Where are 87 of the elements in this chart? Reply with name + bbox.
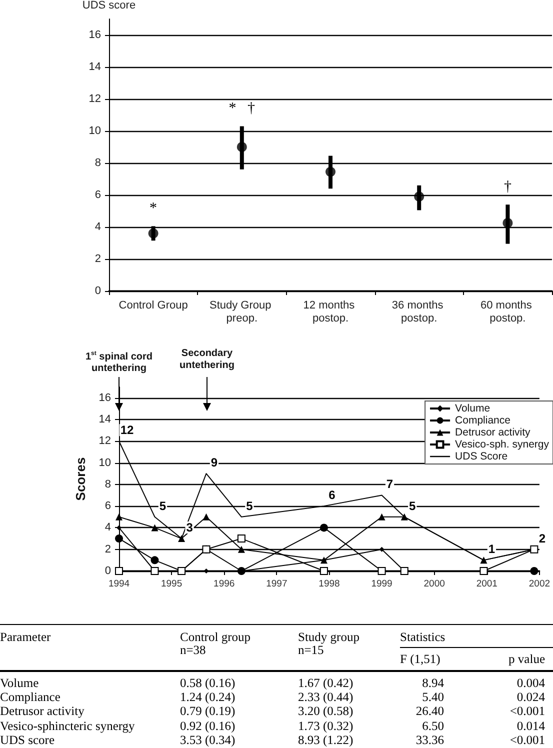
y-tick-label: 8 <box>94 157 101 169</box>
legend-label: Detrusor activity <box>455 426 532 438</box>
y-tick-label: 14 <box>98 413 111 426</box>
text: Parameter <box>0 630 51 644</box>
legend-label: Compliance <box>455 414 511 426</box>
text: 5.40 <box>422 690 444 704</box>
data-label: 2 <box>538 531 546 546</box>
y-tick-label: 8 <box>104 478 111 490</box>
x-tick-label: 1999 <box>371 578 392 590</box>
text: Secondary untethering <box>178 348 236 372</box>
annotation: * <box>150 200 158 217</box>
data-label: 12 <box>120 423 134 438</box>
y-tick-label: 2 <box>104 543 111 556</box>
text: 6.50 <box>422 718 444 733</box>
x-tick-label: 1996 <box>214 578 235 590</box>
data-label: 6 <box>328 488 336 502</box>
annotation: † <box>504 179 512 196</box>
text: 8.93 (1.22) <box>298 732 354 747</box>
text: 8.94 <box>422 676 444 690</box>
text: <0.001 <box>510 704 545 718</box>
text: 3.53 (0.34) <box>180 732 236 747</box>
y-tick-label: 6 <box>104 500 111 512</box>
text: 33.36 <box>416 732 444 747</box>
y-tick-label: 4 <box>104 522 111 534</box>
y-tick-label: 12 <box>88 93 101 105</box>
text: n=15 <box>298 643 324 657</box>
y-tick-label: 12 <box>98 435 111 448</box>
x-tick-label: 1994 <box>108 578 130 590</box>
y-tick-label: 0 <box>104 565 111 577</box>
x-tick-label: 1998 <box>318 578 340 590</box>
data-label: 3 <box>186 520 194 535</box>
y-tick-label: 0 <box>94 285 101 297</box>
text: Volume <box>0 676 39 690</box>
text: 0.004 <box>516 676 545 690</box>
data-label: 5 <box>246 498 254 513</box>
y-tick-label: 10 <box>88 125 101 137</box>
text: Compliance <box>0 690 60 704</box>
y-axis-title: UDS score <box>82 0 136 12</box>
text: Detrusor activity <box>0 704 84 718</box>
text: 0.014 <box>516 718 545 733</box>
y-axis-title: Scores <box>73 457 88 501</box>
x-tick-label: 2002 <box>528 578 550 590</box>
x-tick-label: 1997 <box>266 578 288 590</box>
y-tick-label: 4 <box>94 221 101 233</box>
text: UDS score <box>0 732 55 747</box>
y-tick-label: 10 <box>98 456 111 469</box>
text: 1$^{st}$ spinal cord untethering <box>84 350 154 376</box>
text: Statistics <box>400 630 446 644</box>
text: 0.58 (0.16) <box>180 676 236 690</box>
data-label: 5 <box>409 498 416 513</box>
text: 3.20 (0.58) <box>298 704 354 718</box>
text: 26.40 <box>416 704 444 718</box>
y-tick-label: 2 <box>94 253 101 265</box>
text: F (1,51) <box>400 652 440 666</box>
data-label: 5 <box>159 498 166 513</box>
y-tick-label: 6 <box>94 189 101 201</box>
text: 1.73 (0.32) <box>298 718 354 733</box>
text: 1.67 (0.42) <box>298 676 354 690</box>
x-tick-label: Study Group preop. <box>209 300 274 324</box>
legend-label: Vesico-sph. synergy <box>455 438 550 450</box>
text: Study group <box>298 630 360 644</box>
text: <0.001 <box>510 732 545 747</box>
text: p value <box>508 652 545 666</box>
x-tick-label: 12 months postop. <box>303 300 358 324</box>
x-tick-label: 2000 <box>424 578 445 590</box>
legend-label: UDS Score <box>455 450 508 462</box>
text: n=38 <box>180 643 206 657</box>
annotation: * † <box>228 100 256 117</box>
text: 0.92 (0.16) <box>180 718 236 733</box>
y-tick-label: 16 <box>98 392 111 404</box>
data-label: 1 <box>488 542 496 556</box>
text: Vesico-sphincteric synergy <box>0 718 135 733</box>
x-tick-label: 60 months postop. <box>480 300 535 324</box>
text: Control group <box>180 630 250 644</box>
y-tick-label: 14 <box>88 61 101 73</box>
x-tick-label: 36 months postop. <box>392 300 446 324</box>
data-label: 9 <box>210 456 218 470</box>
y-tick-label: 16 <box>88 29 101 41</box>
text: 2.33 (0.44) <box>298 690 354 704</box>
x-tick-label: 2001 <box>476 578 498 590</box>
text: 0.79 (0.19) <box>180 704 236 718</box>
legend-label: Volume <box>455 402 490 414</box>
data-label: 7 <box>386 477 394 492</box>
text: 0.024 <box>516 690 545 704</box>
x-tick-label: Control Group <box>118 300 188 312</box>
text: 1.24 (0.24) <box>180 690 236 704</box>
x-tick-label: 1995 <box>160 578 182 590</box>
